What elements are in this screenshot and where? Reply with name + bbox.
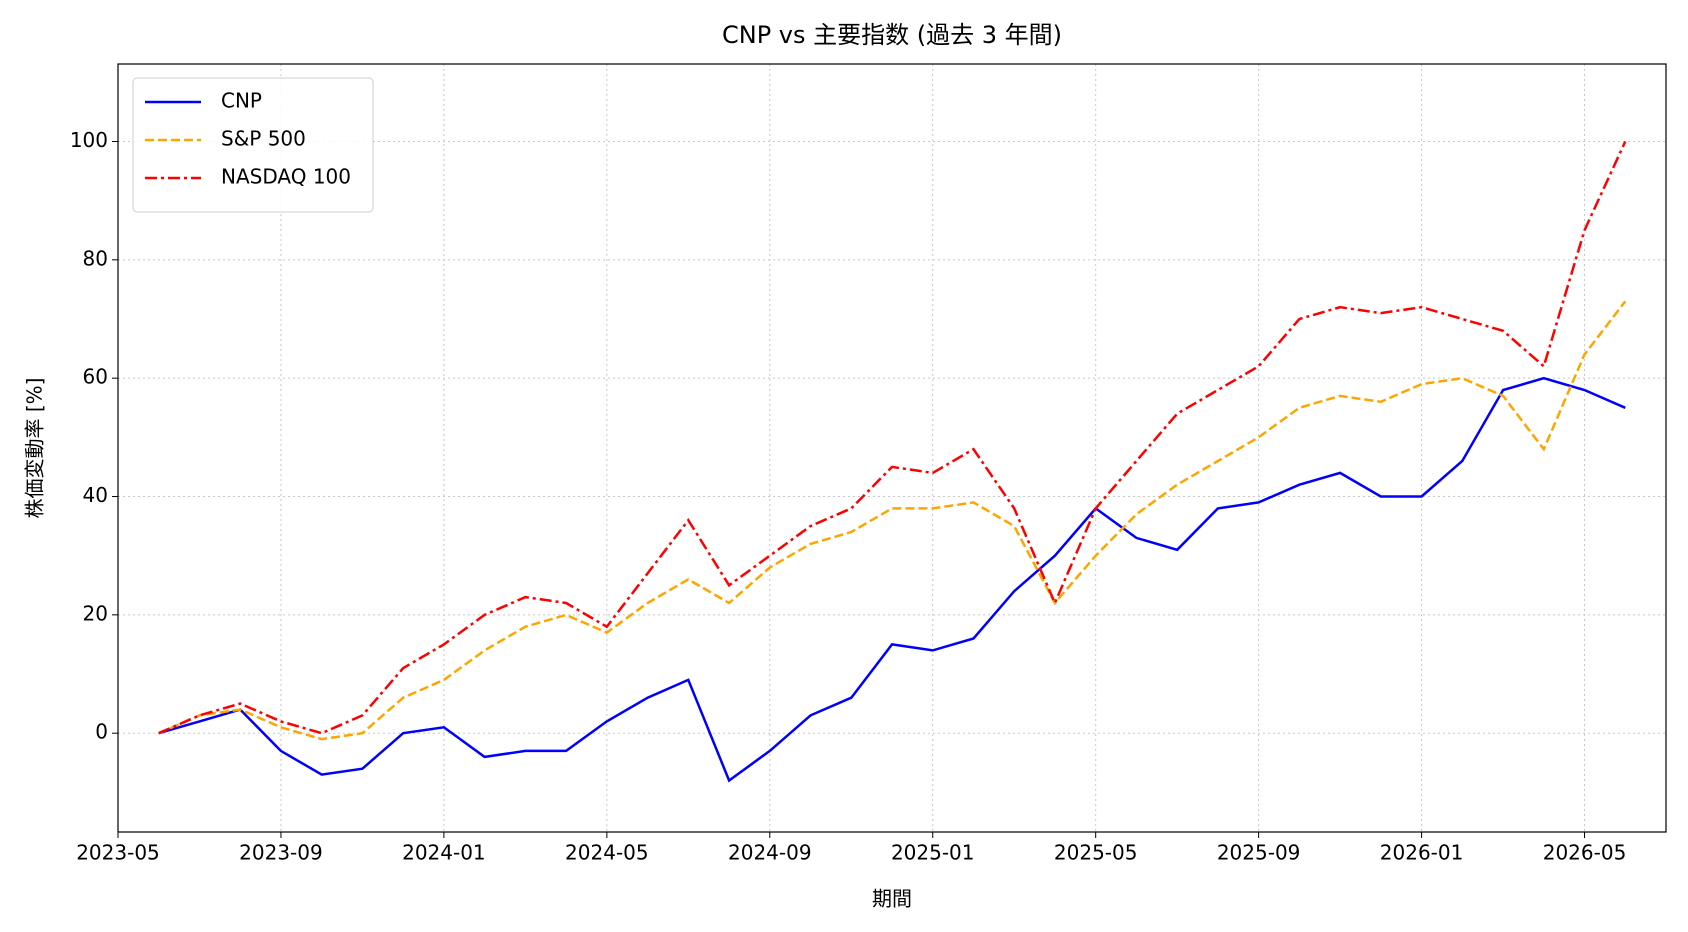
plot-frame xyxy=(117,63,1667,833)
x-tick-label: 2025-01 xyxy=(891,841,975,865)
legend: CNP S&P 500 NASDAQ 100 xyxy=(132,77,374,213)
y-tick-label: 80 xyxy=(83,246,108,270)
x-tick-label: 2023-09 xyxy=(239,841,323,865)
x-tick-label: 2024-09 xyxy=(728,841,812,865)
y-tick-label: 60 xyxy=(83,365,108,389)
legend-label: NASDAQ 100 xyxy=(221,165,351,189)
x-tick-label: 2026-05 xyxy=(1543,841,1627,865)
x-tick-label: 2023-05 xyxy=(76,841,160,865)
series-line xyxy=(158,376,1626,783)
x-axis-label: 期間 xyxy=(872,887,912,911)
x-tick-label: 2025-09 xyxy=(1217,841,1301,865)
x-tick-label: 2026-01 xyxy=(1380,841,1464,865)
series-line xyxy=(158,140,1627,735)
chart-title: CNP vs 主要指数 (過去 3 年間) xyxy=(722,21,1062,49)
x-tick-label: 2024-05 xyxy=(565,841,649,865)
y-tick-label: 100 xyxy=(70,128,108,152)
x-tick-label: 2024-01 xyxy=(402,841,486,865)
y-tick-label: 20 xyxy=(83,601,108,625)
legend-label: CNP xyxy=(221,89,262,113)
x-tick-label: 2025-05 xyxy=(1054,841,1138,865)
legend-label: S&P 500 xyxy=(221,127,306,151)
y-axis-label: 株価変動率 [%] xyxy=(23,378,47,519)
y-tick-label: 40 xyxy=(83,483,108,507)
series-line xyxy=(158,300,1627,741)
y-tick-label: 0 xyxy=(95,720,108,744)
